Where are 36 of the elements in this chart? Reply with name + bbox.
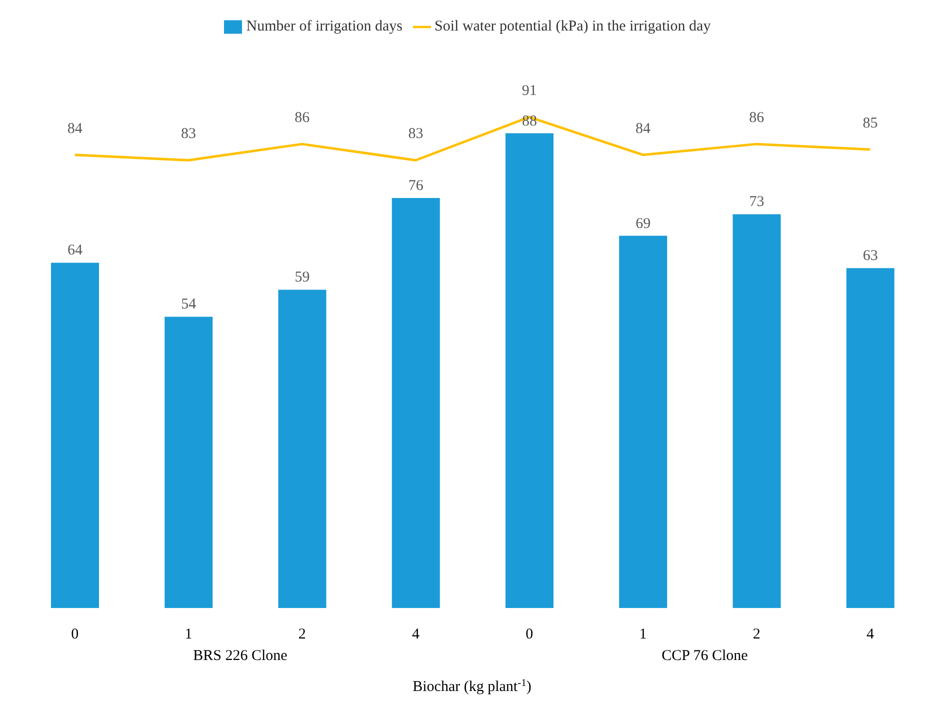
bar [278, 290, 326, 608]
data-label: 86 [294, 110, 310, 126]
legend-label: Number of irrigation days [246, 18, 403, 34]
data-label: 76 [408, 178, 424, 194]
x-tick-label: 0 [526, 626, 534, 643]
data-label: 63 [862, 248, 878, 264]
x-tick-label: 1 [184, 626, 192, 643]
data-label: 54 [181, 296, 197, 313]
bar [506, 133, 554, 608]
data-label: 69 [636, 216, 651, 232]
x-tick-label: 4 [412, 626, 420, 643]
x-axis-title: Biochar (kg plant$^{-1}$) [412, 678, 532, 695]
x-tick-label: 1 [639, 626, 647, 643]
bar [164, 316, 213, 608]
x-tick-label: 4 [866, 626, 874, 643]
text: CCP 76 Clone [660, 648, 749, 665]
data-label: 64 [68, 242, 83, 259]
data-label: 83 [408, 126, 424, 142]
text: BRS 226 Clone [192, 648, 288, 665]
x-tick-label: 2 [298, 626, 306, 643]
data-label: 84 [635, 120, 651, 137]
bar [392, 198, 440, 608]
bar [619, 236, 668, 608]
data-label: 84 [67, 120, 83, 137]
bar [846, 268, 894, 608]
bar [51, 262, 99, 608]
data-label: 85 [862, 115, 878, 132]
x-tick-label: 2 [752, 626, 760, 643]
data-label: 73 [749, 194, 764, 210]
x-tick-label: 0 [71, 626, 79, 643]
data-label: 91 [522, 83, 537, 100]
legend-label: Soil water potential (kPa) in the irrigation day [434, 18, 711, 34]
data-label: 59 [294, 270, 310, 286]
bar [732, 214, 781, 608]
data-label: 83 [180, 126, 196, 142]
data-label: 86 [749, 110, 765, 126]
